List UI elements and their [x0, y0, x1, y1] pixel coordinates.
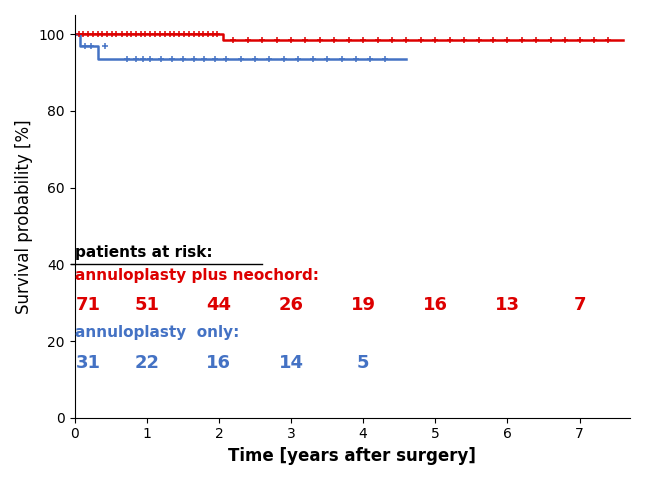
Text: 44: 44: [206, 296, 232, 314]
Text: annuloplasty  only:: annuloplasty only:: [75, 325, 239, 340]
Y-axis label: Survival probability [%]: Survival probability [%]: [15, 119, 33, 313]
Text: 16: 16: [206, 354, 232, 372]
Text: 13: 13: [495, 296, 520, 314]
Text: 22: 22: [134, 354, 159, 372]
Text: 16: 16: [422, 296, 448, 314]
Text: patients at risk:: patients at risk:: [75, 245, 212, 260]
Text: 14: 14: [279, 354, 304, 372]
Text: 5: 5: [357, 354, 370, 372]
Text: 51: 51: [134, 296, 159, 314]
Text: 71: 71: [76, 296, 101, 314]
Text: 26: 26: [279, 296, 304, 314]
Text: 31: 31: [76, 354, 101, 372]
Text: annuloplasty plus neochord:: annuloplasty plus neochord:: [75, 268, 319, 283]
Text: 19: 19: [351, 296, 375, 314]
X-axis label: Time [years after surgery]: Time [years after surgery]: [228, 447, 476, 465]
Text: 7: 7: [573, 296, 586, 314]
